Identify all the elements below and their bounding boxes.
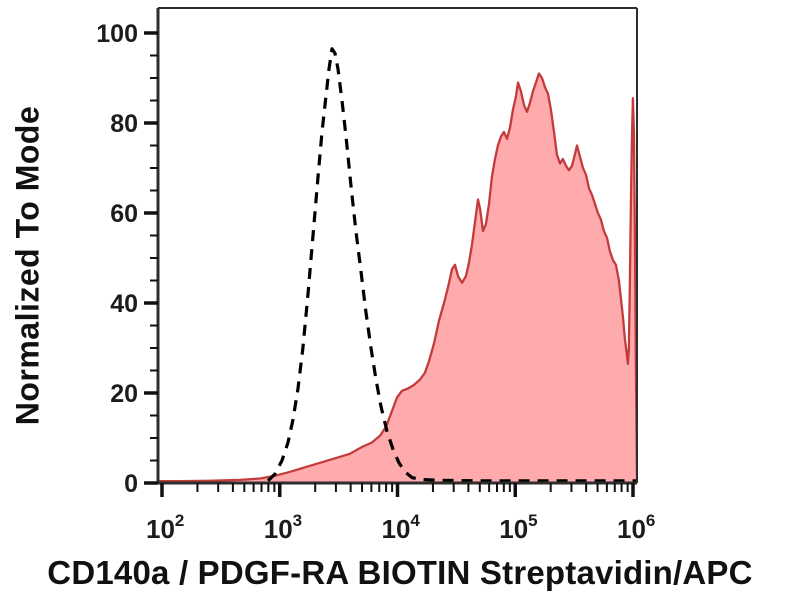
y-tick-label: 100	[96, 20, 138, 48]
y-tick-label: 60	[110, 200, 138, 228]
stained-series-area	[158, 73, 637, 483]
x-tick-label: 102	[146, 511, 184, 544]
x-tick-label: 106	[617, 511, 655, 544]
y-tick-label: 0	[124, 470, 138, 498]
stained-series-line	[158, 72, 637, 483]
y-tick-label: 80	[110, 110, 138, 138]
x-tick-label: 105	[499, 511, 537, 544]
x-tick-label: 104	[382, 511, 421, 544]
y-tick-label: 40	[110, 290, 138, 318]
y-tick-label: 20	[110, 380, 138, 408]
x-tick-label: 103	[264, 511, 302, 544]
x-axis-title: CD140a / PDGF-RA BIOTIN Streptavidin/APC	[47, 554, 753, 591]
